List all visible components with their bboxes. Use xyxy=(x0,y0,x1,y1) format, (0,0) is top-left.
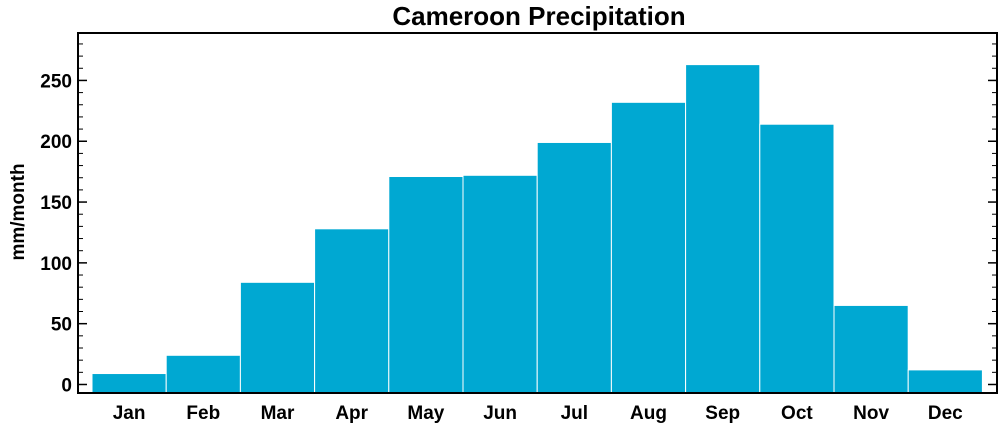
bar-oct xyxy=(759,123,835,394)
plot-frame xyxy=(77,32,998,394)
y-tick-label: 100 xyxy=(40,254,72,275)
x-tick-label-aug: Aug xyxy=(630,403,667,424)
bars-group xyxy=(91,64,983,394)
x-tick-label-sep: Sep xyxy=(705,403,740,424)
x-tick-label-may: May xyxy=(407,403,444,424)
bar-dec xyxy=(907,369,983,394)
y-tick-label: 50 xyxy=(51,315,72,336)
y-tick-label: 0 xyxy=(61,375,72,396)
y-tick-label: 150 xyxy=(40,193,72,214)
bar-jun xyxy=(462,174,538,394)
bar-jul xyxy=(536,141,612,394)
x-tick-label-nov: Nov xyxy=(853,403,889,424)
x-tick-label-apr: Apr xyxy=(335,403,368,424)
y-axis-label: mm/month xyxy=(8,163,29,260)
x-tick-label-jul: Jul xyxy=(561,403,588,424)
bar-feb xyxy=(165,354,241,394)
bar-nov xyxy=(833,304,909,394)
bar-may xyxy=(388,176,464,394)
bar-jan xyxy=(91,373,167,394)
x-tick-label-mar: Mar xyxy=(261,403,295,424)
x-tick-label-dec: Dec xyxy=(928,403,963,424)
bar-mar xyxy=(239,281,316,394)
chart-title: Cameroon Precipitation xyxy=(392,1,685,31)
x-tick-label-jun: Jun xyxy=(483,403,517,424)
x-axis-tick-labels: Jan Feb Mar Apr May Jun Jul Aug Sep Oct Nov Dec xyxy=(113,403,963,424)
x-tick-label-feb: Feb xyxy=(186,403,220,424)
y-tick-label: 200 xyxy=(40,132,72,153)
bar-apr xyxy=(314,228,390,394)
x-tick-label-jan: Jan xyxy=(113,403,146,424)
bar-aug xyxy=(610,101,687,394)
x-tick-label-oct: Oct xyxy=(781,403,813,424)
y-tick-label: 250 xyxy=(40,71,72,92)
bar-sep xyxy=(685,64,761,394)
